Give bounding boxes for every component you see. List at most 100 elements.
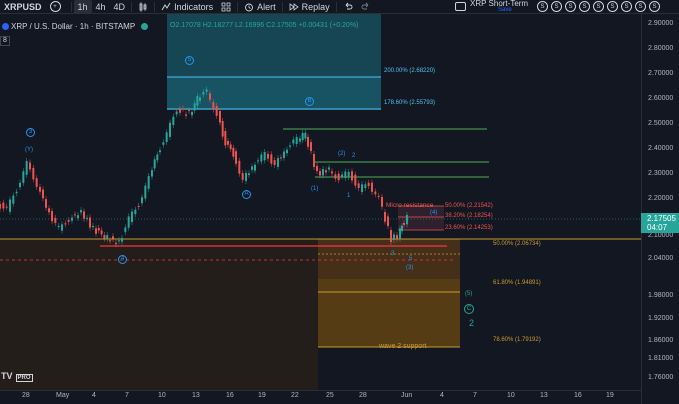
time-axis-label: 7: [125, 392, 129, 399]
plus-icon: +: [49, 1, 61, 12]
candle-body: [209, 93, 211, 100]
price-axis-label: 2.20000: [648, 195, 674, 202]
candle-body: [387, 216, 389, 227]
symbol-search[interactable]: XRPUSD: [0, 0, 46, 14]
candle-body: [106, 235, 109, 240]
divider: [237, 1, 239, 12]
candle-body: [165, 132, 168, 142]
candle-body: [310, 142, 312, 152]
price-axis-label: 2.04000: [648, 255, 674, 262]
candle-body: [127, 216, 130, 228]
wave-label-paren-5: (5): [465, 291, 473, 297]
tradingview-logo[interactable]: TV PRO: [0, 371, 33, 382]
pro-badge: PRO: [15, 374, 33, 382]
candle-body: [57, 226, 60, 228]
candle-body: [241, 173, 244, 180]
drawer-button-6[interactable]: S: [607, 1, 618, 12]
candles-icon: [139, 1, 147, 12]
drawer-button-1[interactable]: S: [537, 1, 548, 12]
candle-body: [331, 171, 333, 174]
candle-body: [97, 227, 100, 231]
drawer-button-2[interactable]: S: [551, 1, 562, 12]
fib-178-label: 178.60% (2.55793): [384, 100, 436, 106]
drawer-button-9[interactable]: S: [649, 1, 660, 12]
chart-type-button[interactable]: [134, 0, 152, 14]
candle-body: [384, 211, 386, 222]
price-axis-label: 1.98000: [648, 292, 674, 299]
candle-body: [45, 199, 47, 208]
layout-save-status[interactable]: Save: [498, 7, 512, 13]
drawer-button-7[interactable]: S: [621, 1, 632, 12]
time-axis-label: 10: [507, 392, 515, 399]
candle-body: [22, 171, 25, 183]
candle-body: [153, 159, 156, 169]
time-axis[interactable]: [0, 390, 641, 404]
candle-body: [205, 89, 208, 92]
chart-legend[interactable]: XRP / U.S. Dollar · 1h · BITSTAMP: [0, 22, 150, 31]
micro-fib-50-label: 50.00% (2.21542): [445, 203, 493, 209]
candle-body: [406, 215, 408, 225]
replay-button[interactable]: Replay: [285, 0, 334, 14]
micro-fib-38-label: 38.20% (2.18254): [445, 213, 493, 219]
market-open-icon: [141, 23, 149, 30]
wave-label-2-big: 2: [469, 318, 475, 328]
candle-body: [42, 189, 44, 199]
alert-label: Alert: [257, 1, 276, 12]
templates-button[interactable]: [217, 0, 235, 14]
micro-fib-box: [398, 206, 444, 230]
tv-logo-text: TV: [1, 371, 13, 381]
candle-body: [196, 96, 199, 106]
candle-body: [393, 234, 395, 241]
wave-label-paren-2: (2): [338, 151, 346, 157]
candle-body: [39, 186, 41, 192]
wave-label-c-circle: C: [464, 304, 474, 314]
drawer-button-8[interactable]: S: [635, 1, 646, 12]
chart-canvas[interactable]: [0, 14, 641, 390]
candle-body: [377, 195, 380, 197]
time-axis-label: 13: [540, 392, 548, 399]
drawer-button-4[interactable]: S: [579, 1, 590, 12]
timeframe-4d[interactable]: 4D: [113, 1, 126, 12]
undo-button[interactable]: [339, 0, 357, 14]
indicator-count-toggle[interactable]: 8: [0, 36, 10, 46]
candle-body: [232, 147, 235, 157]
candle-body: [121, 237, 123, 242]
drawer-button-5[interactable]: S: [593, 1, 604, 12]
indicators-label: Indicators: [174, 1, 214, 12]
layout-name[interactable]: XRP Short-Term: [470, 0, 529, 8]
candle-body: [185, 114, 187, 116]
price-axis[interactable]: [641, 14, 679, 404]
candle-body: [295, 136, 298, 145]
drawer-button-3[interactable]: S: [565, 1, 576, 12]
candle-body: [280, 157, 282, 159]
fib-retrace-band-2: [318, 279, 460, 347]
wave-label-4-circle: 4: [118, 255, 127, 264]
add-symbol-button[interactable]: +: [46, 0, 69, 14]
indicators-button[interactable]: Indicators: [157, 0, 217, 14]
candle-body: [54, 217, 57, 224]
redo-button[interactable]: [357, 0, 375, 14]
price-axis-label: 1.81000: [648, 355, 674, 362]
candle-body: [144, 185, 147, 199]
price-axis-label: 2.60000: [648, 95, 674, 102]
support-zone: [0, 239, 318, 390]
time-axis-label: Jun: [401, 392, 413, 399]
candle-body: [251, 166, 253, 170]
candle-body: [267, 153, 269, 159]
layout-icon[interactable]: [455, 2, 466, 11]
candle-body: [399, 228, 401, 239]
fib-50-lower-label: 50.00% (2.06734): [493, 241, 541, 247]
timeframe-4h[interactable]: 4h: [95, 1, 106, 12]
time-axis-label: 16: [226, 392, 234, 399]
wave-label-3-circle: 3: [26, 128, 35, 137]
wave-label-1: 1: [347, 193, 351, 199]
candle-body: [19, 182, 21, 188]
alert-button[interactable]: Alert: [240, 0, 280, 14]
candle-body: [48, 208, 50, 213]
price-axis-label: 1.92000: [648, 315, 674, 322]
candle-body: [381, 196, 383, 207]
time-axis-label: 28: [22, 392, 30, 399]
symbol-label: XRPUSD: [4, 1, 42, 12]
timeframe-1h[interactable]: 1h: [73, 0, 92, 14]
divider: [131, 1, 133, 12]
